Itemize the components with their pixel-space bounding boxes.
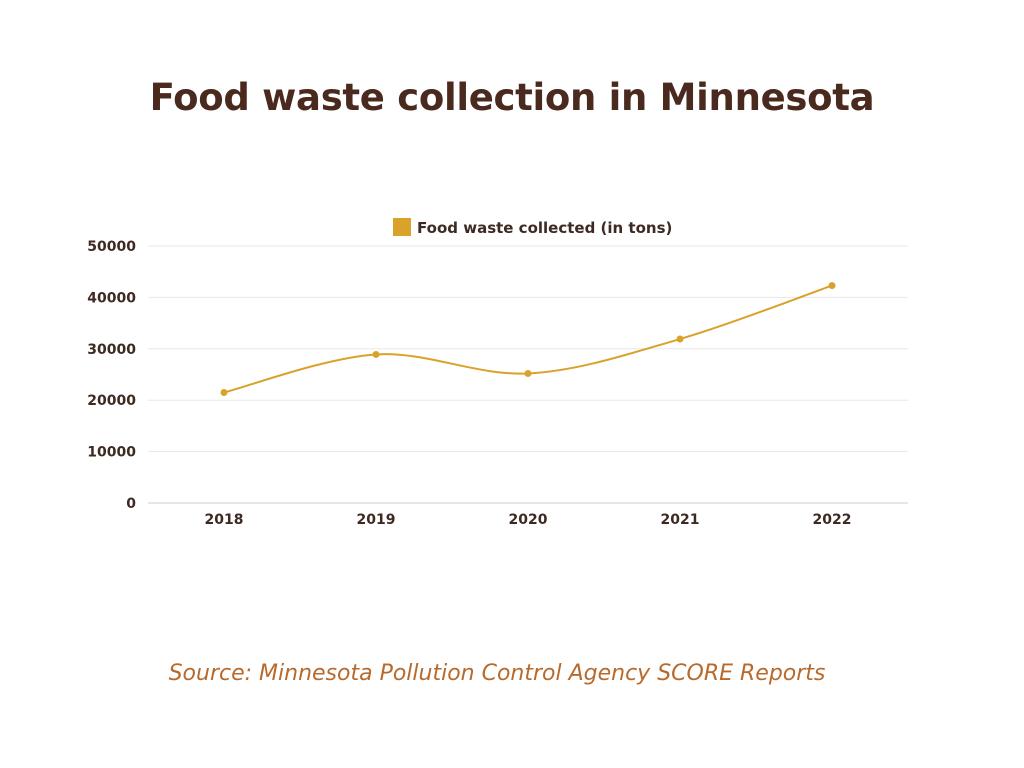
y-tick-label: 20000 xyxy=(87,393,136,409)
x-tick-label: 2021 xyxy=(661,512,700,528)
series-layer xyxy=(220,282,836,396)
y-tick-label: 30000 xyxy=(87,342,136,358)
legend-label: Food waste collected (in tons) xyxy=(417,219,672,237)
x-tick-label: 2020 xyxy=(509,512,548,528)
legend-swatch xyxy=(393,218,411,236)
legend: Food waste collected (in tons) xyxy=(393,218,672,237)
data-point-2021 xyxy=(676,335,684,343)
x-axis-ticks: 2018 2019 2020 2021 2022 xyxy=(205,512,852,528)
x-tick-label: 2018 xyxy=(205,512,244,528)
x-tick-label: 2019 xyxy=(357,512,396,528)
data-point-2020 xyxy=(524,369,532,377)
data-point-2019 xyxy=(372,350,380,358)
data-point-2022 xyxy=(828,282,836,290)
gridlines xyxy=(148,245,908,504)
data-point-2018 xyxy=(220,388,228,396)
y-tick-label: 50000 xyxy=(87,239,136,255)
y-tick-label: 0 xyxy=(126,496,136,512)
y-tick-label: 10000 xyxy=(87,445,136,461)
y-axis-ticks: 0 10000 20000 30000 40000 50000 xyxy=(87,239,136,512)
source-note: Source: Minnesota Pollution Control Agen… xyxy=(168,661,826,686)
chart-title: Food waste collection in Minnesota xyxy=(149,76,875,119)
y-tick-label: 40000 xyxy=(87,290,136,306)
x-tick-label: 2022 xyxy=(813,512,852,528)
